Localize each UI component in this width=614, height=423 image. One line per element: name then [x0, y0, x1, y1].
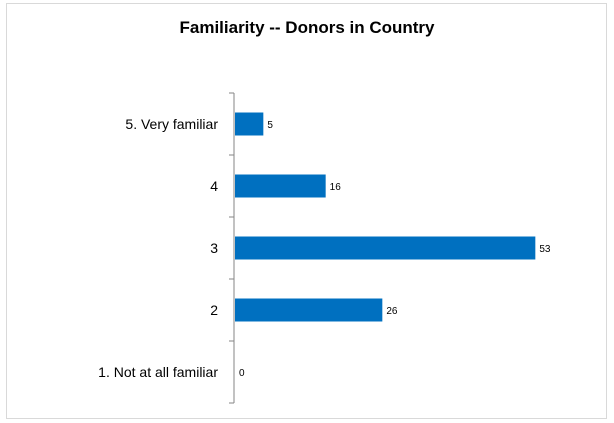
value-label: 5: [267, 120, 273, 131]
bar-1: [235, 174, 326, 198]
value-label: 26: [386, 306, 398, 317]
bar-0: [235, 112, 264, 136]
bar-2: [235, 236, 536, 260]
category-label: 5. Very familiar: [125, 116, 218, 132]
category-label: 4: [210, 178, 218, 194]
labels: 5. Very familiar 5 4 16 3 53 2 26 1. Not at all …: [98, 116, 551, 380]
chart-frame: [6, 3, 607, 419]
category-axis: [229, 92, 235, 404]
bars: [235, 112, 536, 322]
chart-title: Familiarity -- Donors in Country: [179, 18, 435, 37]
value-label: 53: [539, 244, 551, 255]
bar-3: [235, 298, 383, 322]
value-label: 0: [239, 368, 245, 379]
category-label: 2: [210, 302, 218, 318]
category-label: 1. Not at all familiar: [98, 364, 218, 380]
category-label: 3: [210, 240, 218, 256]
value-label: 16: [330, 182, 342, 193]
